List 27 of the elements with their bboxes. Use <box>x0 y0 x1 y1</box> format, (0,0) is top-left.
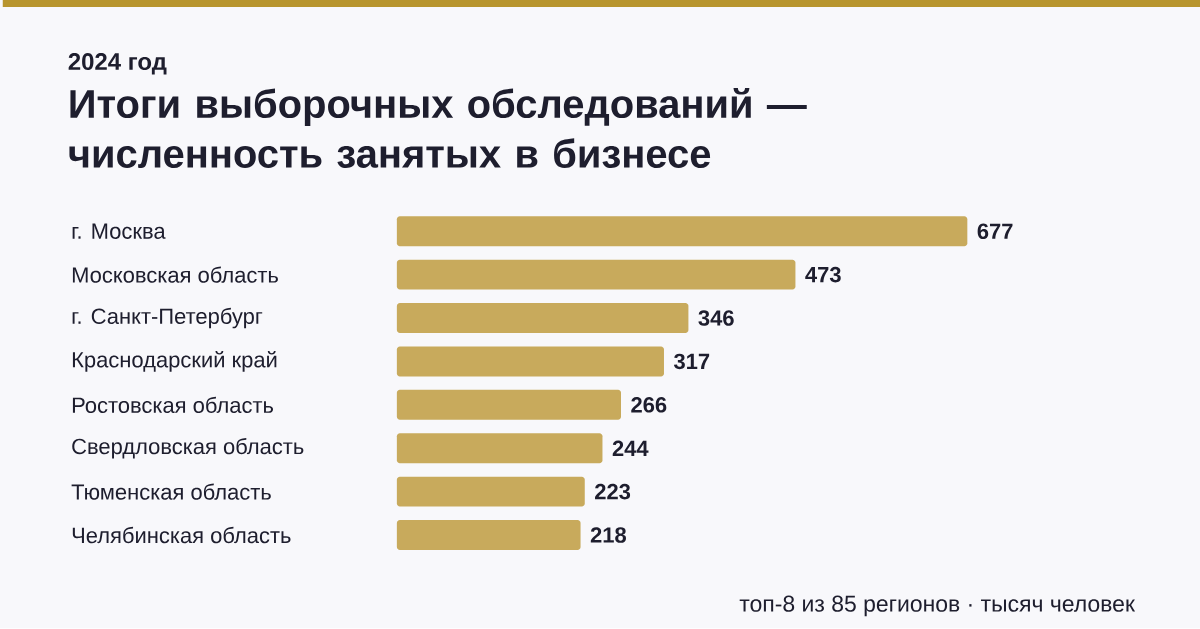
y-tick-label: Ростовская область <box>72 396 274 414</box>
data-label: 266 <box>631 397 667 413</box>
y-tick-label: Свердловская область <box>72 438 304 459</box>
data-label: 677 <box>977 223 1013 240</box>
text: 2024 год <box>68 53 167 75</box>
y-tick-label: г. Санкт-Петербург <box>72 307 263 329</box>
chart-title: Итоги выборочных обследований — численность занятых в бизнесе <box>69 88 807 169</box>
bar <box>396 216 968 247</box>
y-tick-label: Краснодарский край <box>72 351 277 373</box>
data-label: 346 <box>698 310 734 327</box>
data-label: 317 <box>673 353 710 370</box>
y-tick-label: г. Москва <box>72 223 166 240</box>
bar <box>396 346 664 377</box>
bar <box>396 520 581 551</box>
data-label: 244 <box>612 440 649 457</box>
text: топ-8 из 85 регионов · тысяч человек <box>739 595 1136 617</box>
bar <box>396 303 689 334</box>
bar <box>396 390 621 421</box>
data-label: 218 <box>590 527 626 544</box>
data-label: 223 <box>595 484 631 500</box>
y-tick-label: Челябинская область <box>72 527 291 544</box>
bar <box>396 259 796 290</box>
y-tick-label: Тюменская область <box>71 483 271 501</box>
bar <box>396 433 603 464</box>
bar <box>396 476 585 507</box>
data-label: 473 <box>805 267 841 283</box>
y-tick-label: Московская область <box>72 266 278 283</box>
